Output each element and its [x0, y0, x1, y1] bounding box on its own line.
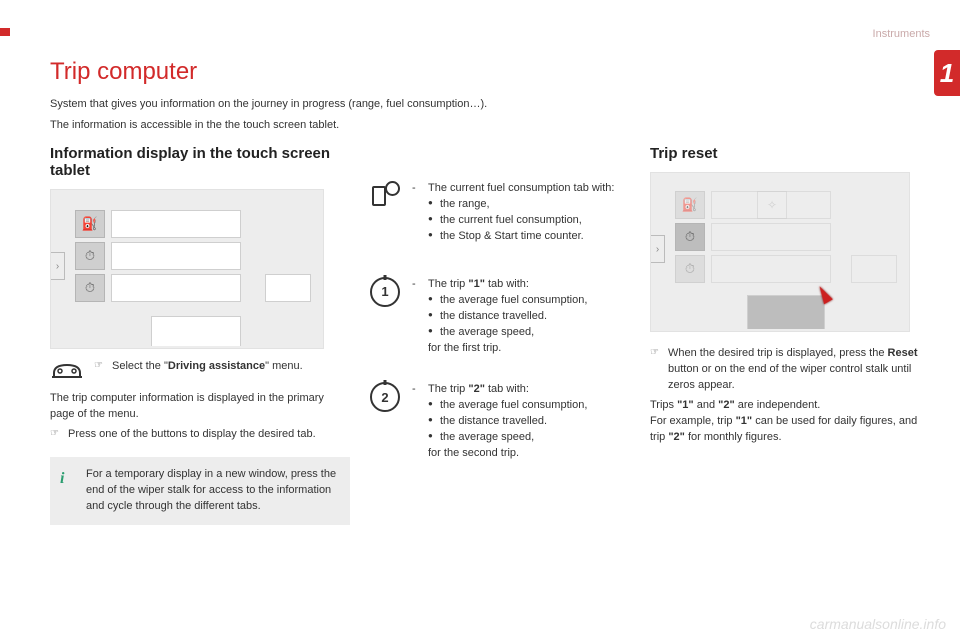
info-box: i For a temporary display in a new windo…	[50, 457, 350, 525]
fuel-lead: The current fuel consumption tab with:	[412, 181, 632, 197]
select-pre: Select the "	[112, 360, 168, 372]
trip1-lead: The trip "1" tab with:	[412, 277, 632, 293]
p2a: Trips	[650, 399, 677, 411]
trip2-lead: The trip "2" tab with:	[412, 382, 632, 398]
p3b2: "2"	[668, 431, 685, 443]
trip1-bullet: the distance travelled.	[428, 309, 632, 325]
right-heading: Trip reset	[650, 145, 924, 162]
section-label: Instruments	[873, 28, 930, 40]
screen-icon: ✧	[757, 191, 787, 219]
fuel-bullet: the Stop & Start time counter.	[428, 229, 632, 245]
p2b: and	[694, 399, 718, 411]
screen-tab-trip2-icon: ⏱	[75, 274, 105, 302]
car-front-icon	[50, 359, 84, 381]
trip2-block: The trip "2" tab with: the average fuel …	[368, 382, 632, 462]
fuel-clock-icon	[370, 181, 400, 211]
fuel-bullet: the current fuel consumption,	[428, 213, 632, 229]
select-menu-row: Select the "Driving assistance" menu.	[50, 359, 350, 381]
touchscreen-illustration-right: › ⛽ ⏱ ⏱ ✧	[650, 172, 910, 332]
select-menu-text: Select the "Driving assistance" menu.	[94, 359, 350, 381]
trips-example: For example, trip "1" can be used for da…	[650, 414, 924, 446]
t2-pre: The trip	[428, 383, 468, 395]
screen-field	[711, 223, 831, 251]
fuel-bullet: the range,	[428, 197, 632, 213]
screen-tab-fuel-icon: ⛽	[75, 210, 105, 238]
p1-post: button or on the end of the wiper contro…	[668, 363, 911, 391]
screen-field	[265, 274, 311, 302]
column-left: Information display in the touch screen …	[50, 145, 350, 525]
p1-bold: Reset	[888, 347, 918, 359]
t1-pre: The trip	[428, 278, 468, 290]
page-content: Trip computer System that gives you info…	[50, 58, 924, 622]
p2b2: "2"	[718, 399, 735, 411]
screen-side-tab-icon: ›	[651, 235, 665, 263]
p3b1: "1"	[736, 415, 753, 427]
trip1-block: The trip "1" tab with: the average fuel …	[368, 277, 632, 357]
screen-tab-trip1-icon: ⏱	[675, 223, 705, 251]
t1-bold: "1"	[468, 278, 485, 290]
trip2-bullet: the average speed,	[428, 430, 632, 446]
p2c: are independent.	[735, 399, 821, 411]
p3a: For example, trip	[650, 415, 736, 427]
trip2-bullet: the average fuel consumption,	[428, 398, 632, 414]
screen-tab-trip1-icon: ⏱	[75, 242, 105, 270]
screen-tab-trip2-icon: ⏱	[675, 255, 705, 283]
stopwatch-1-icon	[370, 277, 400, 307]
left-heading: Information display in the touch screen …	[50, 145, 350, 179]
t1-post: tab with:	[485, 278, 529, 290]
trip1-tail: for the first trip.	[412, 341, 632, 357]
screen-tab-fuel-icon: ⛽	[675, 191, 705, 219]
left-paragraph: The trip computer information is display…	[50, 391, 350, 423]
watermark-text: carmanualsonline.info	[810, 616, 946, 632]
chapter-badge: 1	[934, 50, 960, 96]
left-press-instruction: Press one of the buttons to display the …	[50, 427, 350, 443]
fuel-tab-block: The current fuel consumption tab with: t…	[368, 181, 632, 245]
screen-side-tab-icon: ›	[51, 252, 65, 280]
p3c: for monthly figures.	[685, 431, 782, 443]
column-right: Trip reset › ⛽ ⏱ ⏱ ✧ When the desired tr…	[650, 145, 924, 525]
trip2-bullet: the distance travelled.	[428, 414, 632, 430]
column-middle: The current fuel consumption tab with: t…	[368, 145, 632, 525]
intro-line-1: System that gives you information on the…	[50, 96, 924, 113]
screen-field	[711, 255, 831, 283]
select-post: " menu.	[265, 360, 303, 372]
screen-field	[851, 255, 897, 283]
info-icon: i	[60, 467, 64, 490]
screen-field	[111, 210, 241, 238]
reset-instruction: When the desired trip is displayed, pres…	[650, 346, 924, 394]
reset-button-area	[747, 295, 825, 329]
red-edge-accent	[0, 28, 10, 36]
p2b1: "1"	[677, 399, 694, 411]
t2-post: tab with:	[485, 383, 529, 395]
intro-line-2: The information is accessible in the the…	[50, 117, 924, 134]
trip2-tail: for the second trip.	[412, 446, 632, 462]
screen-field	[111, 274, 241, 302]
trip1-bullet: the average speed,	[428, 325, 632, 341]
stopwatch-2-icon	[370, 382, 400, 412]
trips-independent: Trips "1" and "2" are independent.	[650, 398, 924, 414]
screen-bottom-box	[151, 316, 241, 346]
t2-bold: "2"	[468, 383, 485, 395]
page-title: Trip computer	[50, 58, 924, 86]
touchscreen-illustration-left: › ⛽ ⏱ ⏱	[50, 189, 324, 349]
info-text: For a temporary display in a new window,…	[86, 468, 336, 512]
trip1-bullet: the average fuel consumption,	[428, 293, 632, 309]
select-bold: Driving assistance	[168, 360, 265, 372]
p1-pre: When the desired trip is displayed, pres…	[668, 347, 888, 359]
screen-field	[111, 242, 241, 270]
